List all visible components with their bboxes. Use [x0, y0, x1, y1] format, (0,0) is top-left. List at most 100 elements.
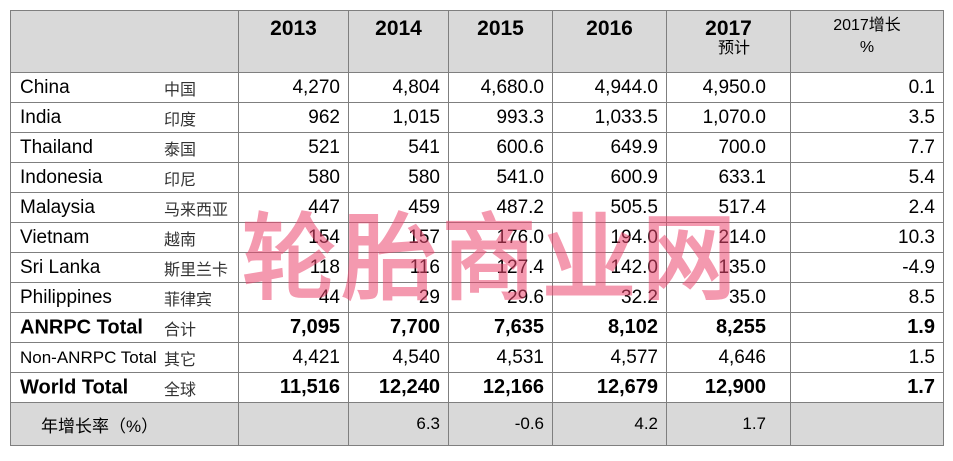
value-2016: 505.5 [552, 192, 667, 223]
header-year-2013: 2013 [238, 10, 349, 73]
row-name-cell: Sri Lanka 斯里兰卡 [10, 252, 239, 283]
value-2015: 600.6 [448, 132, 553, 163]
value-2017: 4,950.0 [666, 72, 791, 103]
value-2016: 4,944.0 [552, 72, 667, 103]
value-2015: 993.3 [448, 102, 553, 133]
value-2013: 4,421 [238, 342, 349, 373]
value-growth: 1.7 [790, 372, 944, 403]
annual-growth-label: 年增长率（%） [10, 402, 239, 446]
row-name-cn: 全球 [164, 381, 197, 399]
country-name-cn: 越南 [164, 231, 197, 249]
header-year-2017-label: 2017 [705, 17, 752, 40]
value-growth: 1.5 [790, 342, 944, 373]
row-name-cn: 其它 [164, 351, 197, 369]
value-growth: 7.7 [790, 132, 944, 163]
value-2014: 541 [348, 132, 449, 163]
country-name-en: Malaysia [20, 196, 95, 218]
value-2013: 118 [238, 252, 349, 283]
value-2017: 700.0 [666, 132, 791, 163]
row-name-cell: World Total 全球 [10, 372, 239, 403]
country-name-cn: 菲律宾 [164, 291, 213, 309]
value-2015: 127.4 [448, 252, 553, 283]
value-2016: 600.9 [552, 162, 667, 193]
header-year-2015: 2015 [448, 10, 553, 73]
value-2014: 29 [348, 282, 449, 313]
table-row: Indonesia 印尼 580 580 541.0 600.9 633.1 5.… [10, 162, 944, 193]
table-row: Thailand 泰国 521 541 600.6 649.9 700.0 7.7 [10, 132, 944, 163]
value-2013: 154 [238, 222, 349, 253]
value-2013: 962 [238, 102, 349, 133]
growth-2013 [238, 402, 349, 446]
value-2013: 11,516 [238, 372, 349, 403]
row-name-cell: Philippines 菲律宾 [10, 282, 239, 313]
value-2016: 142.0 [552, 252, 667, 283]
value-2014: 4,804 [348, 72, 449, 103]
country-name-cn: 马来西亚 [164, 201, 229, 219]
header-growth: 2017增长 % [790, 10, 944, 73]
value-2014: 1,015 [348, 102, 449, 133]
row-name-cell: China 中国 [10, 72, 239, 103]
header-growth-line1: 2017增长 [833, 17, 901, 34]
value-2016: 1,033.5 [552, 102, 667, 133]
value-2013: 447 [238, 192, 349, 223]
value-2015: 7,635 [448, 312, 553, 343]
table-row: Philippines 菲律宾 44 29 29.6 32.2 35.0 8.5 [10, 282, 944, 313]
country-name-cn: 印尼 [164, 171, 197, 189]
country-name-en: China [20, 76, 70, 98]
row-name-cell: Malaysia 马来西亚 [10, 192, 239, 223]
value-2015: 4,531 [448, 342, 553, 373]
growth-2016: 4.2 [552, 402, 667, 446]
value-2016: 649.9 [552, 132, 667, 163]
growth-blank [790, 402, 944, 446]
value-2014: 459 [348, 192, 449, 223]
value-2016: 4,577 [552, 342, 667, 373]
value-growth: 0.1 [790, 72, 944, 103]
table-row-anrpc-total: ANRPC Total 合计 7,095 7,700 7,635 8,102 8,… [10, 312, 944, 343]
country-name-en: India [20, 106, 62, 128]
value-2013: 7,095 [238, 312, 349, 343]
value-2016: 32.2 [552, 282, 667, 313]
country-name-cn: 泰国 [164, 141, 197, 159]
value-2013: 580 [238, 162, 349, 193]
value-2017: 1,070.0 [666, 102, 791, 133]
table-row-annual-growth: 年增长率（%） 6.3 -0.6 4.2 1.7 [10, 402, 944, 446]
growth-2015: -0.6 [448, 402, 553, 446]
header-blank-cell [10, 10, 239, 73]
row-name-en: World Total [20, 376, 129, 398]
rubber-consumption-table: 2013 2014 2015 2016 2017 预计 2017增长 % Chi… [10, 10, 944, 446]
value-2015: 541.0 [448, 162, 553, 193]
row-name-cell: Thailand 泰国 [10, 132, 239, 163]
table-row-world-total: World Total 全球 11,516 12,240 12,166 12,67… [10, 372, 944, 403]
value-2014: 7,700 [348, 312, 449, 343]
row-name-cell: Non-ANRPC Total 其它 [10, 342, 239, 373]
value-2014: 12,240 [348, 372, 449, 403]
value-2017: 214.0 [666, 222, 791, 253]
value-2014: 4,540 [348, 342, 449, 373]
header-year-2014: 2014 [348, 10, 449, 73]
row-name-cell: Indonesia 印尼 [10, 162, 239, 193]
value-2017: 8,255 [666, 312, 791, 343]
table-row: Sri Lanka 斯里兰卡 118 116 127.4 142.0 135.0 … [10, 252, 944, 283]
value-2015: 176.0 [448, 222, 553, 253]
value-2013: 44 [238, 282, 349, 313]
value-2016: 194.0 [552, 222, 667, 253]
value-growth: 5.4 [790, 162, 944, 193]
country-name-en: Sri Lanka [20, 256, 101, 278]
value-2014: 157 [348, 222, 449, 253]
country-name-en: Indonesia [20, 166, 103, 188]
value-2017: 12,900 [666, 372, 791, 403]
header-year-2016: 2016 [552, 10, 667, 73]
country-name-cn: 印度 [164, 111, 197, 129]
value-2015: 4,680.0 [448, 72, 553, 103]
table-row-non-anrpc-total: Non-ANRPC Total 其它 4,421 4,540 4,531 4,57… [10, 342, 944, 373]
row-name-en: Non-ANRPC Total [20, 347, 157, 367]
row-name-cell: India 印度 [10, 102, 239, 133]
country-name-en: Thailand [20, 136, 93, 158]
growth-2014: 6.3 [348, 402, 449, 446]
value-2016: 8,102 [552, 312, 667, 343]
row-name-cell: ANRPC Total 合计 [10, 312, 239, 343]
country-name-en: Vietnam [20, 226, 90, 248]
value-2013: 4,270 [238, 72, 349, 103]
country-name-en: Philippines [20, 286, 112, 308]
header-estimate-label: 预计 [717, 40, 750, 57]
